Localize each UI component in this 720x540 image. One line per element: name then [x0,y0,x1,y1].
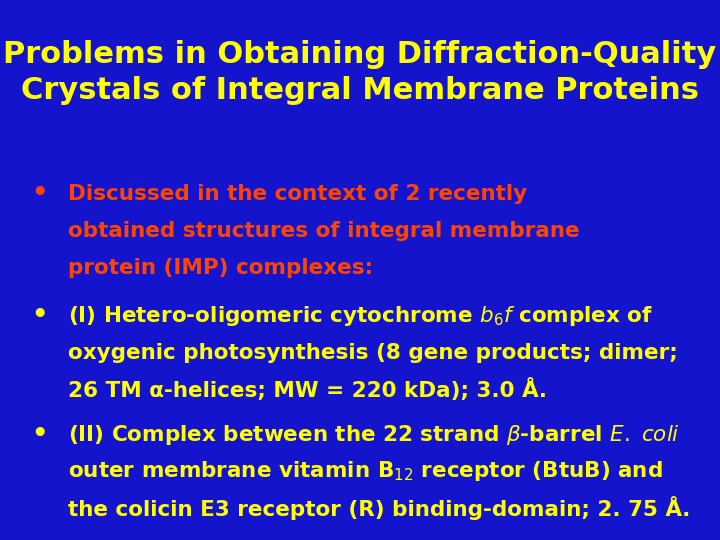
Text: •: • [32,181,48,207]
Text: Discussed in the context of 2 recently: Discussed in the context of 2 recently [68,184,528,205]
Text: 26 TM α-helices; MW = 220 kDa); 3.0 Å.: 26 TM α-helices; MW = 220 kDa); 3.0 Å. [68,378,547,401]
Text: oxygenic photosynthesis (8 gene products; dimer;: oxygenic photosynthesis (8 gene products… [68,342,678,363]
Text: obtained structures of integral membrane: obtained structures of integral membrane [68,221,580,241]
Text: •: • [32,303,48,329]
Text: the colicin E3 receptor (R) binding-domain; 2. 75 Å.: the colicin E3 receptor (R) binding-doma… [68,496,690,520]
Text: protein (IMP) complexes:: protein (IMP) complexes: [68,258,374,278]
Text: (II) Complex between the 22 strand $\beta$-barrel $\it{E.\ coli}$: (II) Complex between the 22 strand $\bet… [68,423,680,447]
Text: outer membrane vitamin B$_{12}$ receptor (BtuB) and: outer membrane vitamin B$_{12}$ receptor… [68,460,663,483]
Text: •: • [32,422,48,448]
Text: Problems in Obtaining Diffraction-Quality
Crystals of Integral Membrane Proteins: Problems in Obtaining Diffraction-Qualit… [4,40,716,105]
Text: (I) Hetero-oligomeric cytochrome $\it{b}_6\it{f}$ complex of: (I) Hetero-oligomeric cytochrome $\it{b}… [68,304,654,328]
